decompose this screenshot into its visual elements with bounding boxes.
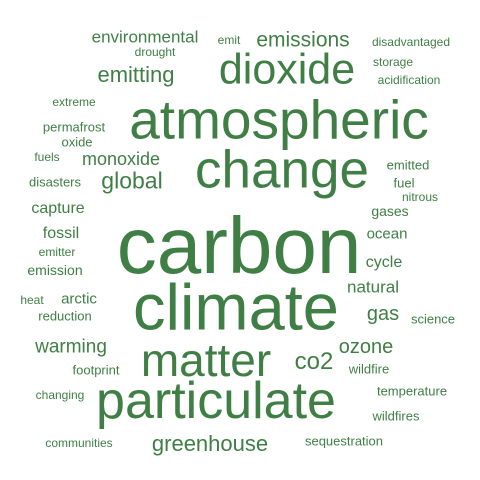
- word-matter: matter: [140, 334, 272, 386]
- word-carbon: carbon: [116, 201, 362, 290]
- word-emitter: emitter: [38, 245, 76, 259]
- word-arctic: arctic: [61, 290, 97, 308]
- word-storage: storage: [372, 55, 414, 69]
- word-dioxide: dioxide: [218, 45, 356, 94]
- word-natural: natural: [347, 277, 399, 297]
- word-climate: climate: [133, 270, 339, 344]
- word-global: global: [101, 167, 163, 194]
- word-heat: heat: [20, 293, 44, 307]
- word-disasters: disasters: [28, 174, 82, 190]
- word-ozone: ozone: [338, 336, 394, 358]
- word-emission: emission: [27, 262, 83, 278]
- word-atmospheric: atmospheric: [129, 88, 429, 151]
- word-emissions: emissions: [256, 28, 350, 52]
- word-ocean: ocean: [366, 225, 408, 243]
- word-cycle: cycle: [365, 254, 403, 271]
- word-acidification: acidification: [377, 73, 441, 87]
- word-permafrost: permafrost: [42, 119, 106, 135]
- word-footprint: footprint: [72, 362, 120, 378]
- word-warming: warming: [35, 336, 107, 358]
- word-drought: drought: [134, 45, 176, 59]
- word-capture: capture: [31, 200, 85, 217]
- word-environmental: environmental: [91, 27, 199, 47]
- word-fuels: fuels: [34, 150, 60, 164]
- word-communities: communities: [45, 436, 113, 450]
- word-reduction: reduction: [38, 308, 92, 324]
- word-gas: gas: [366, 303, 400, 325]
- word-changing: changing: [35, 388, 85, 402]
- word-disadvantaged: disadvantaged: [371, 35, 451, 49]
- word-wildfires: wildfires: [372, 408, 420, 424]
- word-sequestration: sequestration: [304, 433, 384, 449]
- word-fuel: fuel: [393, 175, 415, 191]
- word-emitting: emitting: [97, 62, 175, 87]
- word-monoxide: monoxide: [81, 149, 161, 169]
- word-temperature: temperature: [376, 383, 448, 399]
- word-greenhouse: greenhouse: [151, 431, 269, 456]
- word-emitted: emitted: [386, 157, 430, 173]
- word-extreme: extreme: [52, 95, 96, 109]
- word-co2: co2: [294, 348, 334, 375]
- word-nitrous: nitrous: [401, 190, 439, 204]
- word-science: science: [410, 311, 456, 327]
- word-particulate: particulate: [96, 372, 336, 430]
- word-oxide: oxide: [61, 134, 93, 150]
- word-fossil: fossil: [42, 225, 80, 242]
- word-change: change: [195, 140, 369, 200]
- word-wildfire: wildfire: [348, 361, 390, 377]
- word-emit: emit: [217, 33, 241, 47]
- word-gases: gases: [371, 203, 409, 219]
